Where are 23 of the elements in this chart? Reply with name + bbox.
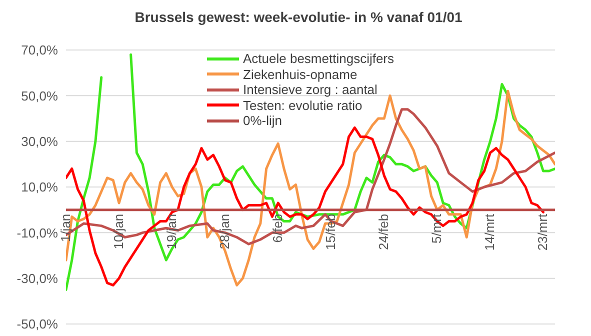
legend-label: Testen: evolutie ratio [243,98,362,113]
legend-label: Actuele besmettingscijfers [243,51,394,66]
x-tick-label: 14/mrt [482,213,498,251]
y-tick-label: 70,0% [21,42,58,58]
y-tick-label: -30,0% [16,270,58,286]
y-tick-label: -10,0% [16,225,58,240]
x-tick-label: 19/jan [164,214,180,250]
x-tick-label: 10/jan [111,214,126,250]
legend-label: 0%-lijn [243,113,282,128]
x-tick-label: 24/feb [376,214,392,250]
y-tick-label: 50,0% [21,88,58,104]
x-tick-label: 15/feb [323,214,338,250]
x-tick-label: 6/feb [270,214,286,243]
x-tick-label: 23/mrt [535,213,550,251]
y-tick-label: 30,0% [21,134,58,149]
x-tick-label: 28/jan [217,214,232,250]
chart-title: Brussels gewest: week-evolutie- in % vanaf 01/01 [134,8,464,27]
x-tick-label: 1/jan [58,214,73,242]
y-tick-label: -50,0% [16,316,58,332]
x-tick-label: 5/mrt [429,213,444,244]
legend-label: Intensieve zorg : aantal [243,82,378,98]
y-tick-label: 10,0% [21,180,58,195]
legend-label: Ziekenhuis-opname [243,66,358,82]
